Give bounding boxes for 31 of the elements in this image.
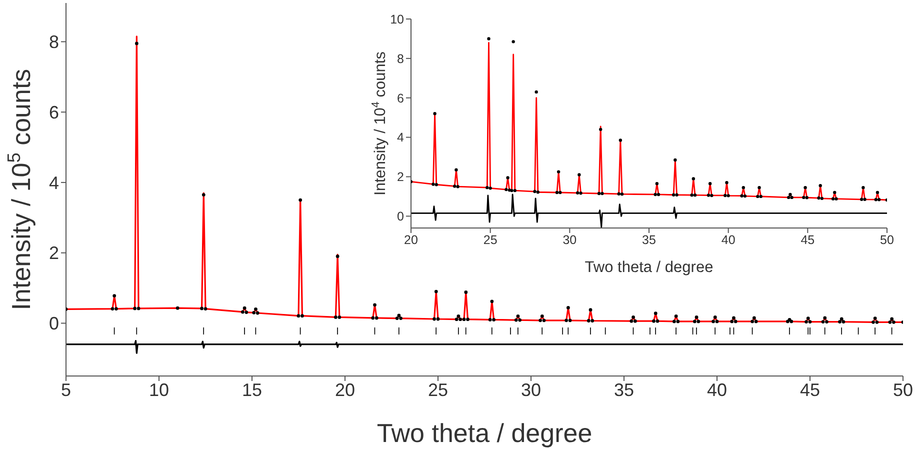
x-tick-label: 35 bbox=[642, 232, 656, 247]
y-tick-label: 4 bbox=[397, 130, 404, 145]
y-tick-label: 0 bbox=[397, 210, 404, 224]
x-tick-label: 40 bbox=[721, 232, 736, 247]
x-tick-label: 30 bbox=[520, 380, 542, 400]
x-tick-label: 50 bbox=[892, 380, 914, 400]
line-series bbox=[66, 340, 903, 354]
y-tick-label: 8 bbox=[397, 52, 404, 66]
x-tick-label: 35 bbox=[614, 380, 634, 400]
x-tick-label: 20 bbox=[334, 380, 356, 400]
y-tick-label: 2 bbox=[48, 243, 59, 264]
y-tick-label: 4 bbox=[48, 172, 59, 193]
x-tick-label: 20 bbox=[404, 232, 418, 247]
x-tick-label: 50 bbox=[880, 232, 894, 247]
x-tick-label: 40 bbox=[706, 380, 728, 400]
x-tick-label: 10 bbox=[148, 380, 170, 400]
x-tick-label: 15 bbox=[242, 380, 262, 400]
x-tick-label: 25 bbox=[428, 380, 448, 400]
x-tick-label: 5 bbox=[60, 380, 72, 400]
x-tick-label: 30 bbox=[562, 232, 577, 247]
y-tick-label: 6 bbox=[397, 91, 404, 106]
y-tick-label: 6 bbox=[48, 102, 59, 122]
x-tick-label: 25 bbox=[483, 232, 498, 247]
x-tick-label: 45 bbox=[800, 380, 820, 400]
x-axis-title: Two theta / degree bbox=[584, 259, 714, 276]
x-tick-label: 45 bbox=[800, 232, 815, 247]
y-tick-label: 0 bbox=[48, 314, 59, 334]
x-axis-title: Two theta / degree bbox=[376, 418, 592, 448]
y-tick-label: 2 bbox=[397, 170, 404, 184]
y-tick-label: 10 bbox=[390, 12, 404, 26]
y-tick-label: 8 bbox=[48, 32, 59, 52]
